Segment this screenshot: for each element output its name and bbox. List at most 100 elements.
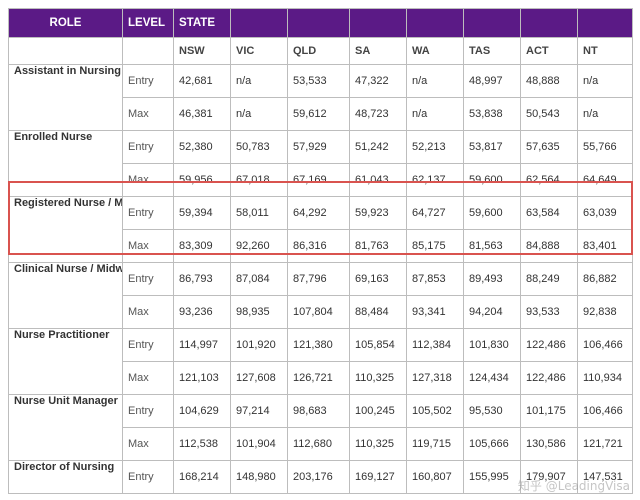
- salary-cell: 63,584: [520, 196, 578, 230]
- level-cell: Max: [122, 97, 174, 131]
- state-header: STATE: [173, 8, 231, 38]
- salary-cell: 93,341: [406, 295, 464, 329]
- salary-cell: 127,608: [230, 361, 288, 395]
- salary-cell: 101,830: [463, 328, 521, 362]
- level-cell: Entry: [122, 64, 174, 98]
- salary-cell: 83,309: [173, 229, 231, 263]
- salary-cell: 148,980: [230, 460, 288, 494]
- salary-cell: 127,318: [406, 361, 464, 395]
- salary-cell: 53,533: [287, 64, 350, 98]
- salary-cell: 48,723: [349, 97, 407, 131]
- salary-cell: 122,486: [520, 361, 578, 395]
- header-blank: [230, 8, 288, 38]
- salary-cell: 169,127: [349, 460, 407, 494]
- salary-cell: n/a: [230, 64, 288, 98]
- salary-cell: 112,538: [173, 427, 231, 461]
- state-code: SA: [349, 37, 407, 65]
- level-cell: Max: [122, 361, 174, 395]
- salary-cell: 64,292: [287, 196, 350, 230]
- salary-cell: 105,502: [406, 394, 464, 428]
- salary-cell: n/a: [577, 64, 633, 98]
- salary-cell: 114,997: [173, 328, 231, 362]
- salary-cell: 86,793: [173, 262, 231, 296]
- salary-cell: 59,923: [349, 196, 407, 230]
- table-row: Max 46,381 n/a 59,612 48,723 n/a 53,838 50,543 n…: [9, 97, 633, 131]
- header-blank: [463, 8, 521, 38]
- salary-cell: 155,995: [463, 460, 521, 494]
- table-row: Max 83,309 92,260 86,316 81,763 85,175 81,563 8…: [9, 229, 633, 263]
- salary-cell: 52,213: [406, 130, 464, 164]
- table-row: Enrolled Nurse Entry 52,380 50,783 57,929 51,…: [8, 130, 633, 197]
- salary-cell: 64,727: [406, 196, 464, 230]
- salary-cell: 62,564: [520, 163, 578, 197]
- salary-cell: 81,563: [463, 229, 521, 263]
- salary-cell: 94,204: [463, 295, 521, 329]
- salary-cell: 86,316: [287, 229, 350, 263]
- salary-cell: 57,635: [520, 130, 578, 164]
- blank-cell: [122, 37, 174, 65]
- table-row: Clinical Nurse / MidwivesEntry86,79387,0…: [8, 262, 633, 329]
- salary-cell: 112,384: [406, 328, 464, 362]
- table-row: Max 93,236 98,935 107,804 88,484 93,341 94,204…: [9, 295, 633, 329]
- salary-cell: 106,466: [577, 394, 633, 428]
- role-cell: Enrolled Nurse: [8, 130, 123, 197]
- table-row: Max 112,538 101,904 112,680 110,325 119,715 10…: [9, 427, 633, 461]
- header-blank: [520, 8, 578, 38]
- table-row: Registered Nurse / MidwifeEntry59,39458,…: [8, 196, 633, 263]
- salary-cell: 62,137: [406, 163, 464, 197]
- level-cell: Entry: [122, 394, 174, 428]
- salary-cell: 92,260: [230, 229, 288, 263]
- role-cell: Registered Nurse / Midwife: [8, 196, 123, 263]
- salary-cell: 93,533: [520, 295, 578, 329]
- salary-cell: 53,817: [463, 130, 521, 164]
- level-cell: Max: [122, 427, 174, 461]
- salary-cell: 63,039: [577, 196, 633, 230]
- salary-cell: 112,680: [287, 427, 350, 461]
- salary-cell: n/a: [406, 97, 464, 131]
- salary-cell: 101,175: [520, 394, 578, 428]
- state-code: WA: [406, 37, 464, 65]
- level-header: LEVEL: [122, 8, 174, 38]
- salary-cell: 59,612: [287, 97, 350, 131]
- salary-cell: 92,838: [577, 295, 633, 329]
- salary-cell: n/a: [406, 64, 464, 98]
- level-cell: Entry: [122, 460, 174, 494]
- state-code: NT: [577, 37, 633, 65]
- salary-cell: 64,649: [577, 163, 633, 197]
- salary-cell: 51,242: [349, 130, 407, 164]
- table-row: Director of Nursing Entry 168,214 148,980 20…: [8, 460, 633, 494]
- salary-cell: 106,466: [577, 328, 633, 362]
- salary-cell: 59,600: [463, 196, 521, 230]
- salary-cell: 48,888: [520, 64, 578, 98]
- role-header: ROLE: [8, 8, 123, 38]
- salary-cell: 59,600: [463, 163, 521, 197]
- salary-cell: 57,929: [287, 130, 350, 164]
- watermark: 知乎 @LeadingVisa: [517, 479, 630, 493]
- salary-cell: 50,543: [520, 97, 578, 131]
- salary-cell: 87,853: [406, 262, 464, 296]
- salary-cell: 121,103: [173, 361, 231, 395]
- salary-cell: 179,907: [520, 460, 578, 494]
- salary-cell: 89,493: [463, 262, 521, 296]
- salary-cell: n/a: [577, 97, 633, 131]
- role-cell: Nurse Unit Manager: [8, 394, 123, 461]
- salary-cell: 42,681: [173, 64, 231, 98]
- header-blank: [349, 8, 407, 38]
- salary-cell: 130,586: [520, 427, 578, 461]
- salary-cell: 105,666: [463, 427, 521, 461]
- level-cell: Entry: [122, 130, 174, 164]
- salary-cell: 121,721: [577, 427, 633, 461]
- salary-cell: 81,763: [349, 229, 407, 263]
- level-cell: Entry: [122, 328, 174, 362]
- salary-cell: 85,175: [406, 229, 464, 263]
- salary-cell: 61,043: [349, 163, 407, 197]
- salary-cell: 168,214: [173, 460, 231, 494]
- role-cell: Director of Nursing: [8, 460, 123, 494]
- salary-cell: 126,721: [287, 361, 350, 395]
- salary-cell: 203,176: [287, 460, 350, 494]
- salary-cell: 67,018: [230, 163, 288, 197]
- salary-cell: 122,486: [520, 328, 578, 362]
- salary-cell: 87,796: [287, 262, 350, 296]
- state-code: QLD: [287, 37, 350, 65]
- salary-cell: 69,163: [349, 262, 407, 296]
